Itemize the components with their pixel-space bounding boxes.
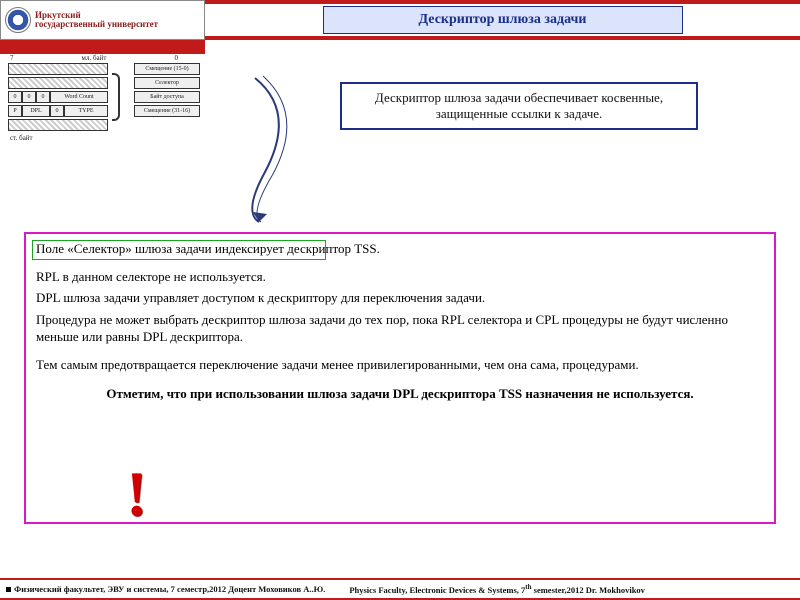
slide-title: Дескриптор шлюза задачи [323, 6, 683, 34]
r3c2: 0 [22, 91, 36, 103]
b3: Процедура не может выбрать дескриптор шл… [36, 311, 764, 346]
main-content: Поле «Селектор» шлюза задачи индексирует… [36, 240, 764, 407]
callout-box: Дескриптор шлюза задачи обеспечивает кос… [340, 82, 698, 130]
logo-block: Иркутский государственный университет [0, 0, 205, 40]
b2: DPL шлюза задачи управляет доступом к де… [36, 289, 764, 307]
header-row: Иркутский государственный университет Де… [0, 0, 800, 40]
r4c4: TYPE [64, 105, 108, 117]
row4r: Смещение (31-16) [134, 105, 200, 117]
footer-bar: Физический факультет, ЭВУ и системы, 7 с… [0, 578, 800, 600]
exclamation-icon: ! [126, 462, 147, 526]
r3c4: Word Count [50, 91, 108, 103]
bold-note: Отметим, что при использовании шлюза зад… [36, 385, 764, 403]
footer-left: Физический факультет, ЭВУ и системы, 7 с… [14, 584, 325, 594]
diag-bottom: ст. байт [8, 134, 258, 142]
logo-line2: государственный университет [35, 20, 158, 29]
callout-text: Дескриптор шлюза задачи обеспечивает кос… [375, 90, 663, 121]
row2r: Селектор [134, 77, 200, 89]
brace-icon [112, 73, 120, 121]
diag-top-left: 7 [10, 54, 14, 62]
footer-right: Physics Faculty, Electronic Devices & Sy… [349, 583, 645, 595]
diag-top-mid: мл. байт [82, 54, 107, 62]
b1: RPL в данном селекторе не используется. [36, 268, 764, 286]
red-stub [0, 40, 205, 54]
logo-text: Иркутский государственный университет [35, 11, 158, 30]
r3c3: 0 [36, 91, 50, 103]
r4c1: P [8, 105, 22, 117]
main-box: Поле «Селектор» шлюза задачи индексирует… [24, 232, 776, 524]
r3c1: 0 [8, 91, 22, 103]
university-logo-icon [5, 7, 31, 33]
title-bar: Дескриптор шлюза задачи [205, 0, 800, 40]
r4c2: DPL [22, 105, 50, 117]
descriptor-diagram: 7 мл. байт 0 0 0 0 Word Count P DPL 0 TY… [8, 54, 258, 146]
bullet-icon [6, 587, 11, 592]
row1r: Смещение (15-0) [134, 63, 200, 75]
row3r: Байт доступа [134, 91, 200, 103]
p2: Тем самым предотвращается переключение з… [36, 356, 764, 374]
p1: Поле «Селектор» шлюза задачи индексирует… [36, 240, 764, 258]
diag-top-right: 0 [175, 54, 179, 62]
r4c3: 0 [50, 105, 64, 117]
curved-arrow-icon [225, 72, 315, 222]
